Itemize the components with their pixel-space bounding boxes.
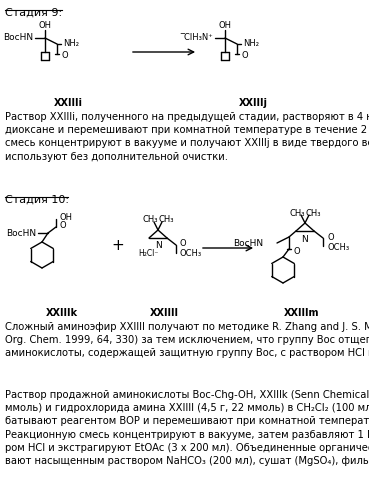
Text: Стадия 10:: Стадия 10:	[5, 195, 69, 205]
Text: O: O	[293, 248, 300, 256]
Text: NH₂: NH₂	[63, 38, 79, 48]
Text: XXIIIk: XXIIIk	[46, 308, 78, 318]
Text: Сложный аминоэфир XXIIIl получают по методике R. Zhang and J. S. Madalengoitia (: Сложный аминоэфир XXIIIl получают по мет…	[5, 322, 369, 358]
Text: OH: OH	[38, 22, 52, 30]
Text: N: N	[155, 240, 161, 250]
Text: BocHN: BocHN	[3, 34, 33, 42]
Text: OCH₃: OCH₃	[180, 250, 202, 258]
Text: XXIIIl: XXIIIl	[149, 308, 179, 318]
Text: BocHN: BocHN	[6, 228, 36, 237]
Text: XXIIIm: XXIIIm	[284, 308, 320, 318]
Text: CH₃: CH₃	[142, 216, 158, 224]
Text: O: O	[61, 52, 68, 60]
Text: Раствор продажной аминокислоты Boc-Chg-OH, XXIIIk (Senn Chemicals, 6,64 г, 24,1
: Раствор продажной аминокислоты Boc-Chg-O…	[5, 390, 369, 466]
Text: BocHN: BocHN	[233, 238, 263, 248]
Text: Стадия 9:: Стадия 9:	[5, 8, 62, 18]
Text: +: +	[112, 238, 124, 252]
Text: Раствор XXIIIi, полученного на предыдущей стадии, растворяют в 4 н растворе HCl : Раствор XXIIIi, полученного на предыдуще…	[5, 112, 369, 162]
Text: CH₃: CH₃	[305, 208, 321, 218]
Text: OH: OH	[60, 214, 73, 222]
Text: CH₃: CH₃	[289, 208, 305, 218]
Text: XXIIIj: XXIIIj	[238, 98, 268, 108]
Text: O: O	[60, 222, 67, 230]
Text: CH₃: CH₃	[158, 216, 174, 224]
Text: O: O	[180, 240, 187, 248]
Text: OCH₃: OCH₃	[327, 242, 349, 252]
Text: XXIIIi: XXIIIi	[54, 98, 83, 108]
Text: O: O	[241, 52, 248, 60]
Text: H₂Cl⁻: H₂Cl⁻	[138, 248, 158, 258]
Text: NH₂: NH₂	[243, 38, 259, 48]
Text: O: O	[327, 232, 334, 241]
Text: N: N	[301, 234, 308, 244]
Text: OH: OH	[218, 22, 231, 30]
Text: ̅ClH₃N⁺: ̅ClH₃N⁺	[184, 34, 213, 42]
